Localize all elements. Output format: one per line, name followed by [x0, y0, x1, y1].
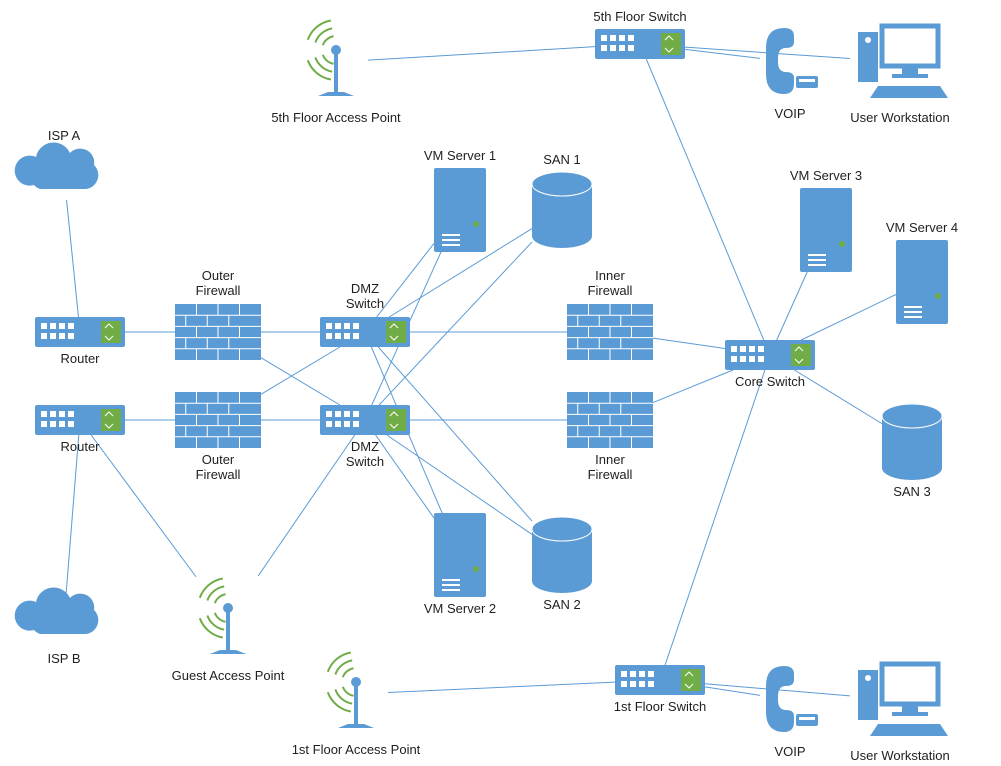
- server-icon: [896, 240, 948, 324]
- edge: [261, 347, 340, 394]
- access-point-icon: [306, 20, 354, 96]
- edge: [665, 370, 765, 665]
- workstation-icon: [858, 26, 948, 98]
- server-icon: [434, 513, 486, 597]
- switch-icon: [615, 665, 705, 695]
- edge: [801, 294, 896, 340]
- edge: [258, 435, 355, 576]
- edge: [66, 435, 79, 595]
- edge: [685, 49, 760, 58]
- storage-icon: [532, 517, 592, 593]
- workstation-icon: [858, 664, 948, 736]
- switch-icon: [725, 340, 815, 370]
- switch-icon: [595, 29, 685, 59]
- edge: [261, 358, 340, 405]
- firewall-icon: [567, 392, 653, 448]
- access-point-icon: [198, 578, 246, 654]
- firewall-icon: [175, 392, 261, 448]
- cloud-icon: [15, 143, 99, 189]
- edge: [777, 272, 807, 340]
- edge: [653, 370, 733, 403]
- access-point-icon: [326, 652, 374, 728]
- edge: [388, 682, 615, 692]
- server-icon: [434, 168, 486, 252]
- edges-layer: [66, 47, 896, 696]
- router-icon: [35, 405, 125, 435]
- voip-phone-icon: [766, 666, 818, 732]
- storage-icon: [882, 404, 942, 480]
- edge: [653, 338, 725, 348]
- edge: [368, 47, 595, 60]
- edge: [646, 59, 763, 340]
- edge: [794, 370, 882, 424]
- switch-icon: [320, 317, 410, 347]
- cloud-icon: [15, 588, 99, 634]
- router-icon: [35, 317, 125, 347]
- edge: [705, 687, 760, 695]
- switch-icon: [320, 405, 410, 435]
- firewall-icon: [175, 304, 261, 360]
- edge: [377, 243, 434, 317]
- edge: [91, 435, 196, 577]
- voip-phone-icon: [766, 28, 818, 94]
- storage-icon: [532, 172, 592, 248]
- server-icon: [800, 188, 852, 272]
- firewall-icon: [567, 304, 653, 360]
- edge: [67, 200, 79, 317]
- network-diagram: [0, 0, 1001, 766]
